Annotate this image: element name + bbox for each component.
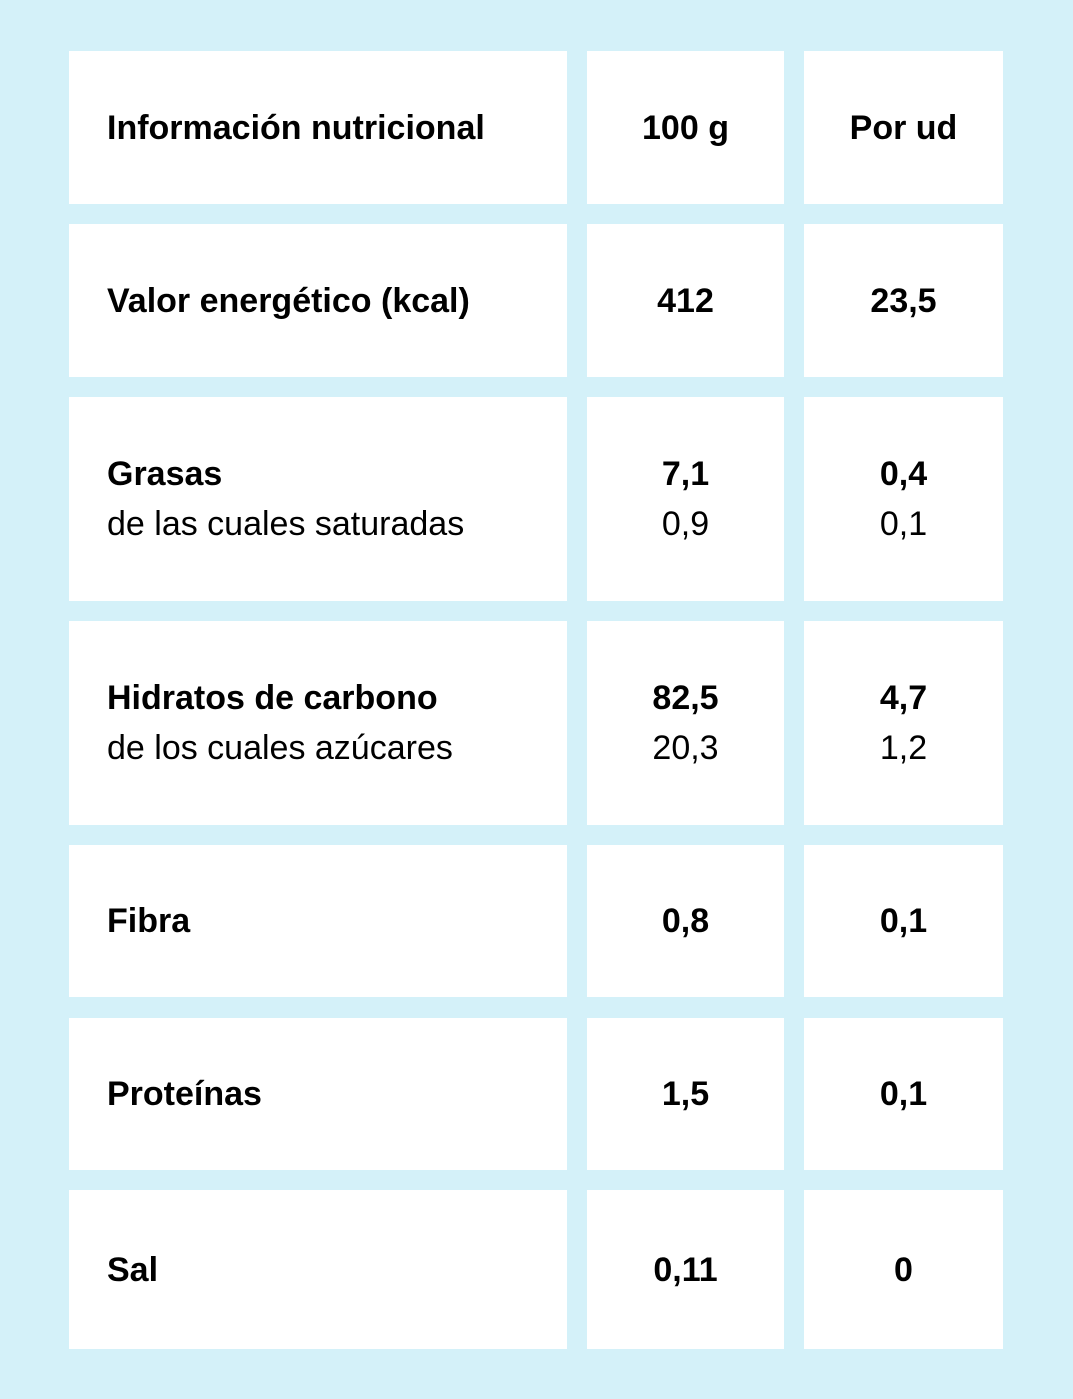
row-fat-sub-per-unit: 0,1 [879, 505, 928, 543]
header-per-unit-cell: Por ud [804, 51, 1003, 204]
row-energy-per-100g: 412 [657, 281, 714, 320]
header-per-unit: Por ud [849, 108, 958, 147]
row-protein-label: Proteínas [107, 1075, 262, 1113]
row-carbs-sublabel: de los cuales azúcares [107, 729, 453, 767]
row-protein-per-100g: 1,5 [661, 1075, 710, 1113]
row-salt-per-unit-cell: 0 [804, 1190, 1003, 1349]
header-per-100g-cell: 100 g [587, 51, 784, 204]
row-salt-per-100g: 0,11 [653, 1250, 718, 1289]
row-carbs-sub-per-100g: 20,3 [652, 729, 719, 767]
row-protein-per-100g-cell: 1,5 [587, 1018, 784, 1170]
row-fat-sublabel: de las cuales saturadas [107, 505, 465, 543]
row-fiber-per-unit: 0,1 [879, 902, 928, 940]
row-energy-label: Valor energético (kcal) [107, 281, 470, 320]
row-fat-per-unit-cell: 0,4 0,1 [804, 397, 1003, 601]
row-salt-per-unit: 0 [894, 1250, 913, 1289]
row-fiber-label: Fibra [107, 902, 191, 940]
row-fiber-per-unit-cell: 0,1 [804, 845, 1003, 997]
row-carbs-sub-per-unit: 1,2 [879, 729, 928, 767]
row-energy-per-unit-cell: 23,5 [804, 224, 1003, 377]
row-protein-per-unit-cell: 0,1 [804, 1018, 1003, 1170]
row-salt-label-cell: Sal [69, 1190, 567, 1349]
row-carbs-per-100g-cell: 82,5 20,3 [587, 621, 784, 825]
row-carbs-per-unit-cell: 4,7 1,2 [804, 621, 1003, 825]
row-fat-per-100g-cell: 7,1 0,9 [587, 397, 784, 601]
row-energy-label-cell: Valor energético (kcal) [69, 224, 567, 377]
header-label: Información nutricional [107, 108, 485, 147]
row-fiber-label-cell: Fibra [69, 845, 567, 997]
row-carbs-per-unit: 4,7 [879, 679, 928, 717]
row-carbs-label-cell: Hidratos de carbono de los cuales azúcar… [69, 621, 567, 825]
header-label-cell: Información nutricional [69, 51, 567, 204]
row-fat-per-unit: 0,4 [879, 455, 928, 493]
row-carbs-label: Hidratos de carbono [107, 679, 438, 717]
row-energy-per-unit: 23,5 [870, 281, 937, 320]
row-salt-label: Sal [107, 1250, 159, 1289]
row-fat-sub-per-100g: 0,9 [661, 505, 710, 543]
row-carbs-per-100g: 82,5 [652, 679, 719, 717]
row-fiber-per-100g: 0,8 [661, 902, 710, 940]
row-fat-label: Grasas [107, 455, 223, 493]
row-salt-per-100g-cell: 0,11 [587, 1190, 784, 1349]
row-protein-label-cell: Proteínas [69, 1018, 567, 1170]
row-fat-label-cell: Grasas de las cuales saturadas [69, 397, 567, 601]
row-fiber-per-100g-cell: 0,8 [587, 845, 784, 997]
row-fat-per-100g: 7,1 [661, 455, 710, 493]
header-per-100g: 100 g [642, 108, 729, 147]
row-energy-per-100g-cell: 412 [587, 224, 784, 377]
row-protein-per-unit: 0,1 [879, 1075, 928, 1113]
